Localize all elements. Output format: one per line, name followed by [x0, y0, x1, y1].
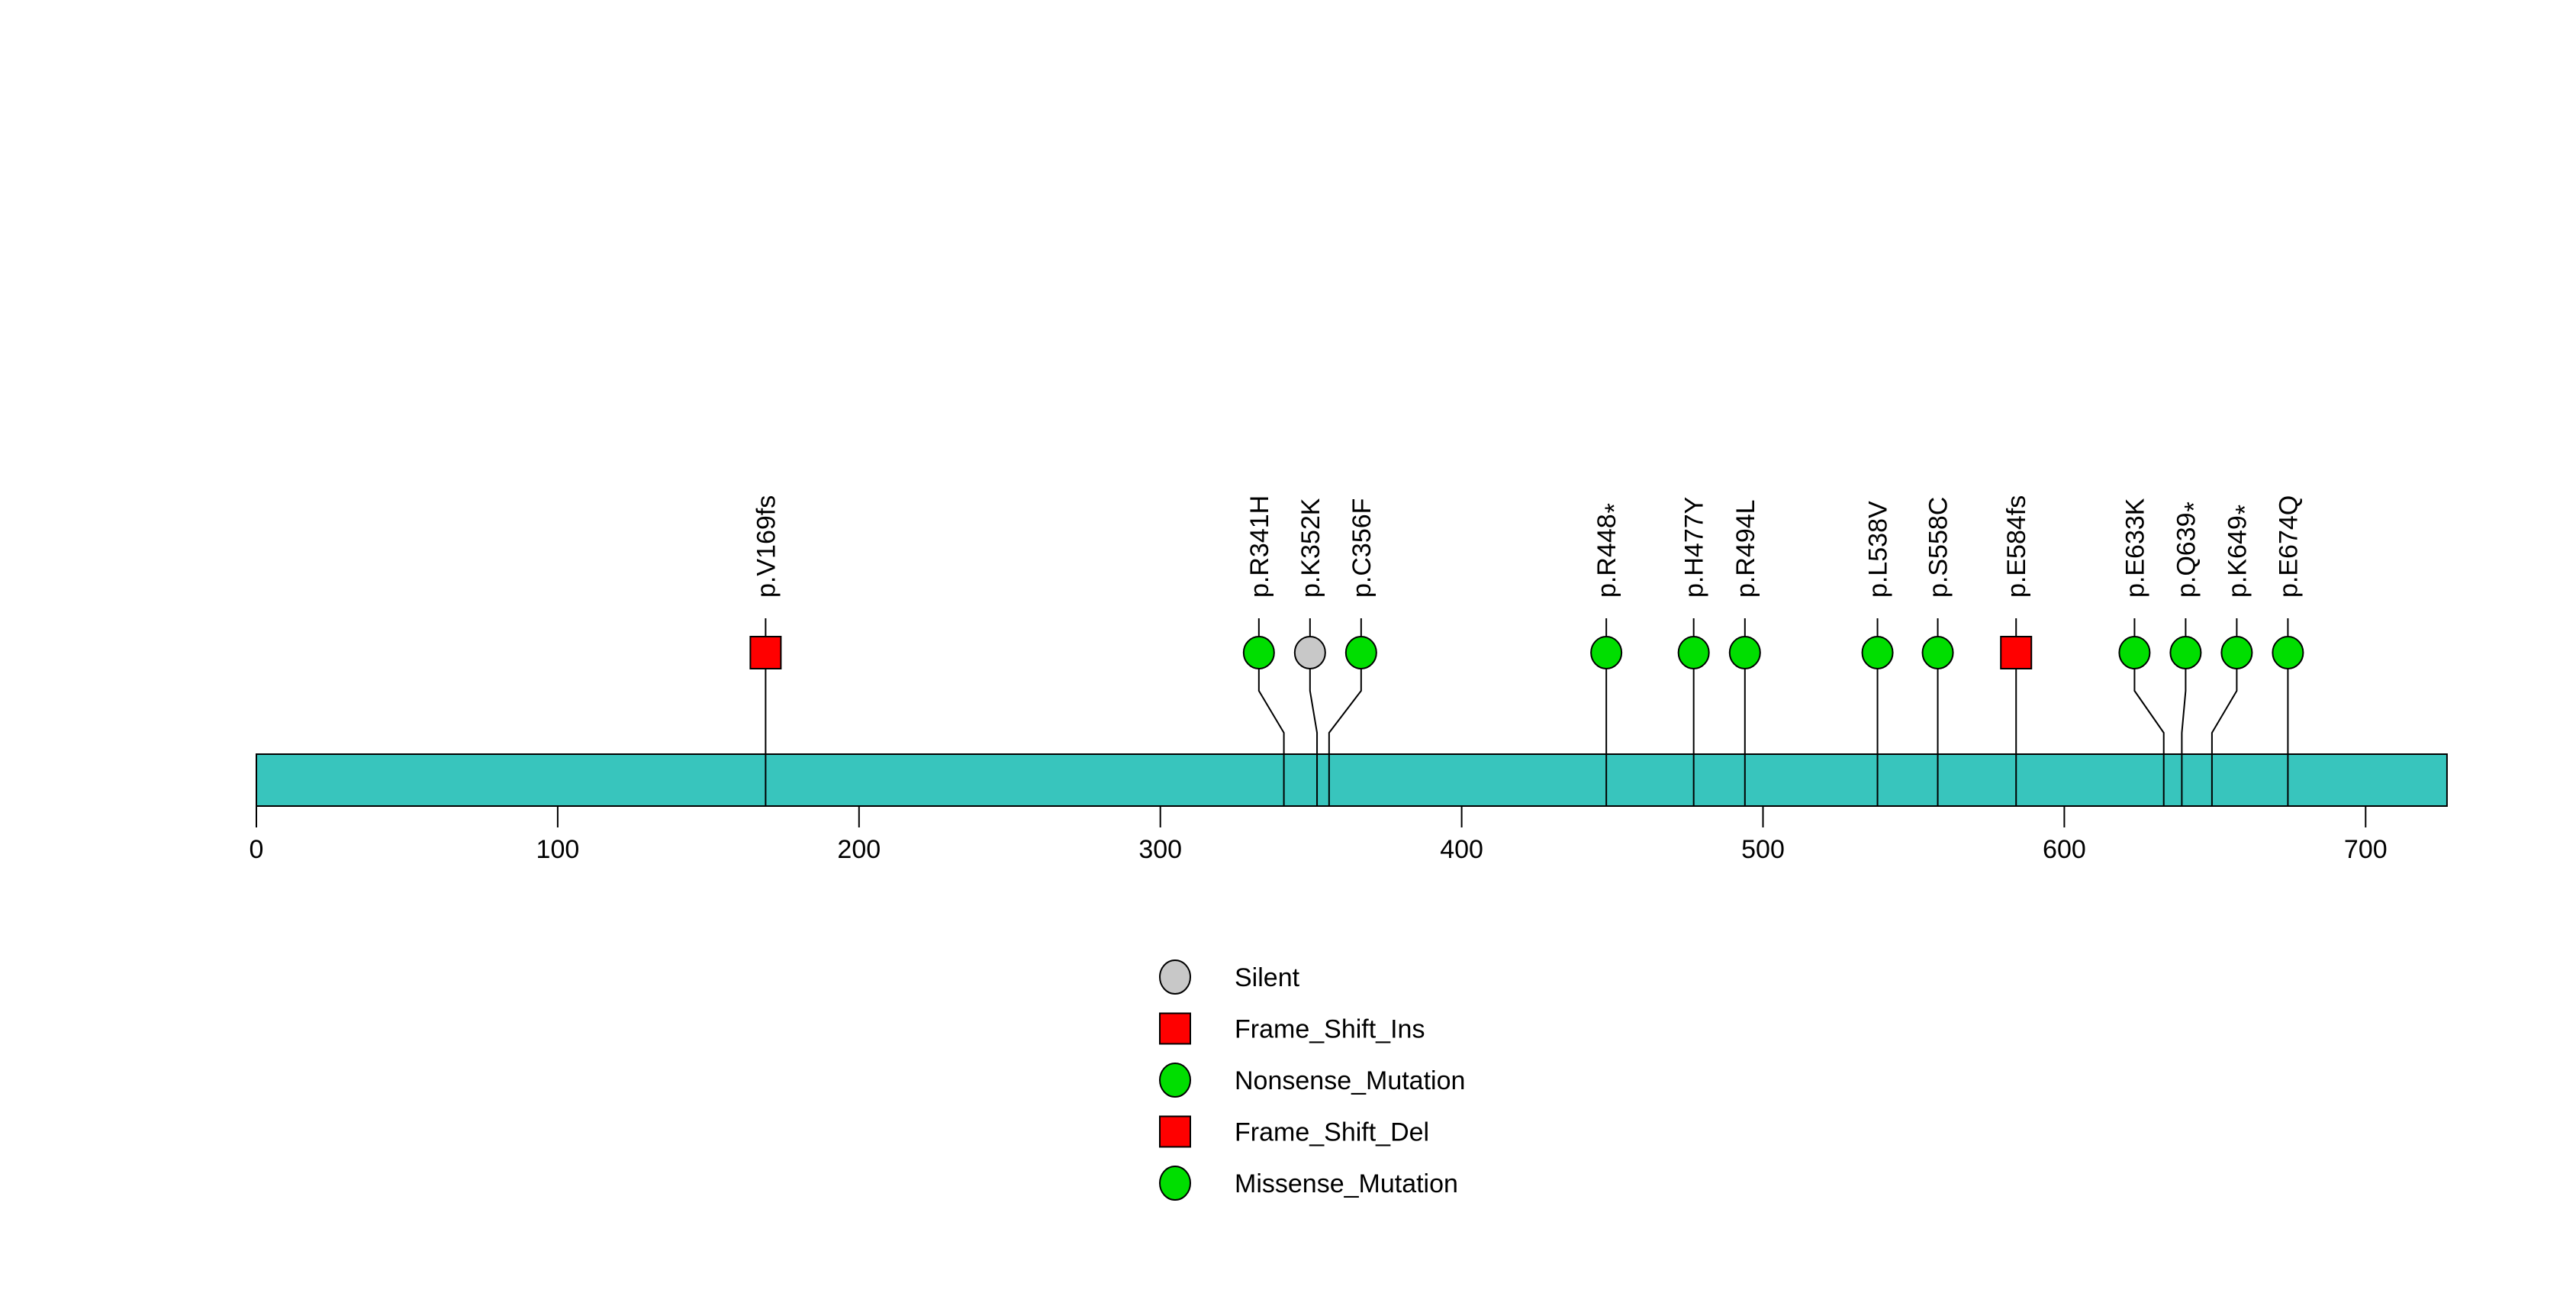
legend-item: Nonsense_Mutation — [1159, 1063, 1465, 1098]
mutation-label: p.S558C — [1924, 497, 1953, 598]
legend-marker-square — [1159, 1115, 1191, 1148]
mutation-marker-square — [749, 636, 782, 669]
mutation-label: p.K352K — [1296, 498, 1325, 598]
mutation-stem — [1328, 669, 1362, 806]
mutation-label: p.R448* — [1592, 503, 1629, 598]
mutation-marker-circle — [1728, 636, 1761, 669]
mutation-marker-circle — [1344, 636, 1377, 669]
axis-tick-label: 200 — [837, 835, 881, 864]
mutation-label: p.E633K — [2120, 498, 2149, 598]
axis-tick-label: 100 — [536, 835, 580, 864]
mutation-label: p.Q639* — [2172, 501, 2208, 598]
legend-label: Silent — [1235, 963, 1300, 992]
mutation-label: p.H477Y — [1680, 497, 1709, 598]
legend-label: Frame_Shift_Ins — [1235, 1015, 1425, 1044]
axis-tick-label: 400 — [1440, 835, 1483, 864]
mutation-marker-circle — [2169, 636, 2202, 669]
legend-item: Frame_Shift_Del — [1159, 1115, 1429, 1148]
mutation-marker-circle — [2220, 636, 2253, 669]
mutation-label: p.R341H — [1245, 495, 1274, 598]
mutation-label: p.C356F — [1348, 498, 1377, 598]
mutation-label: p.E584fs — [2002, 495, 2031, 598]
mutation-stem — [1309, 669, 1319, 806]
legend-label: Nonsense_Mutation — [1235, 1066, 1465, 1095]
legend-item: Missense_Mutation — [1159, 1166, 1458, 1201]
mutation-label: p.R494L — [1731, 499, 1760, 598]
mutation-marker-circle — [2272, 636, 2304, 669]
legend-label: Frame_Shift_Del — [1235, 1118, 1429, 1147]
legend-marker-circle — [1159, 959, 1191, 995]
mutation-marker-circle — [1293, 636, 1326, 669]
mutation-marker-circle — [1590, 636, 1623, 669]
mutation-label: p.K649* — [2223, 505, 2259, 598]
marker-layer — [749, 636, 2304, 669]
mutation-marker-circle — [1677, 636, 1710, 669]
x-axis-layer: 0 100 200 300 400 500 600 700 — [250, 806, 2388, 864]
legend-layer: Silent Frame_Shift_Ins Nonsense_Mutation Fr… — [1159, 959, 1465, 1201]
legend-marker-square — [1159, 1012, 1191, 1045]
legend-marker-circle — [1159, 1166, 1191, 1201]
legend-marker-circle — [1159, 1063, 1191, 1098]
mutation-label: p.V169fs — [752, 495, 781, 598]
mutation-marker-square — [2000, 636, 2033, 669]
mutation-marker-circle — [1861, 636, 1894, 669]
mutation-label: p.L538V — [1864, 501, 1893, 598]
protein-bar-layer — [256, 753, 2448, 807]
axis-tick-label: 600 — [2043, 835, 2086, 864]
mutation-label-layer: p.V169fs p.R341H p.K352K p.C356F p.R448* p.H4… — [752, 495, 2303, 598]
mutation-marker-circle — [2118, 636, 2151, 669]
axis-tick-label: 300 — [1138, 835, 1182, 864]
stem-layer — [765, 618, 2289, 806]
legend-item: Frame_Shift_Ins — [1159, 1012, 1425, 1045]
mutation-stem — [2211, 669, 2238, 806]
axis-tick-label: 700 — [2344, 835, 2388, 864]
legend-item: Silent — [1159, 959, 1300, 995]
axis-tick-label: 500 — [1741, 835, 1785, 864]
mutation-marker-circle — [1921, 636, 1954, 669]
mutation-stem — [2181, 669, 2187, 806]
mutation-marker-circle — [1242, 636, 1275, 669]
mutation-label: p.E674Q — [2274, 495, 2303, 598]
mutation-stem — [1257, 669, 1285, 806]
mutation-stem — [2133, 669, 2165, 806]
protein-bar — [256, 753, 2448, 807]
axis-tick-label: 0 — [250, 835, 264, 864]
legend-label: Missense_Mutation — [1235, 1169, 1458, 1198]
